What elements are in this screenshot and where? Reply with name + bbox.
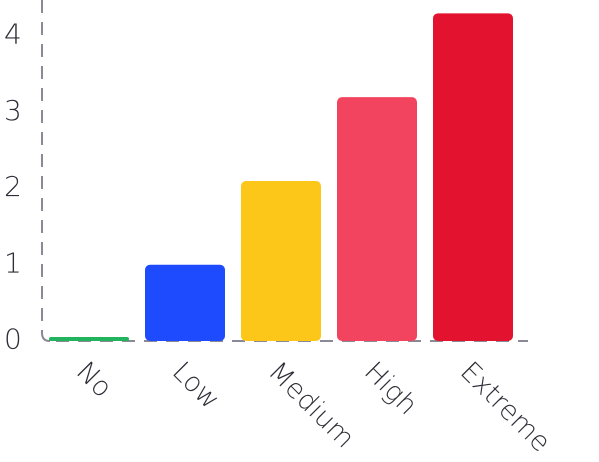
bar-medium	[241, 180, 321, 341]
axis-corner	[41, 332, 51, 342]
chart-bars	[49, 13, 513, 342]
x-tick-label-high: High	[358, 356, 423, 421]
chart-axes	[41, 0, 528, 342]
x-tick-label-no: No	[70, 356, 118, 404]
y-tick-label: 3	[4, 94, 22, 127]
y-tick-label: 1	[4, 246, 22, 279]
bar-extreme	[433, 13, 513, 342]
y-tick-label: 2	[4, 170, 22, 203]
x-tick-label-extreme: Extreme	[454, 356, 556, 458]
y-axis-ticks: 0 1 2 3 4	[4, 18, 22, 356]
bar-low	[145, 264, 225, 341]
x-tick-label-medium: Medium	[262, 356, 360, 454]
bar-no	[49, 337, 129, 341]
x-tick-label-low: Low	[166, 356, 226, 416]
y-tick-label: 4	[4, 18, 22, 51]
y-tick-label: 0	[4, 323, 22, 356]
bar-high	[337, 97, 417, 341]
